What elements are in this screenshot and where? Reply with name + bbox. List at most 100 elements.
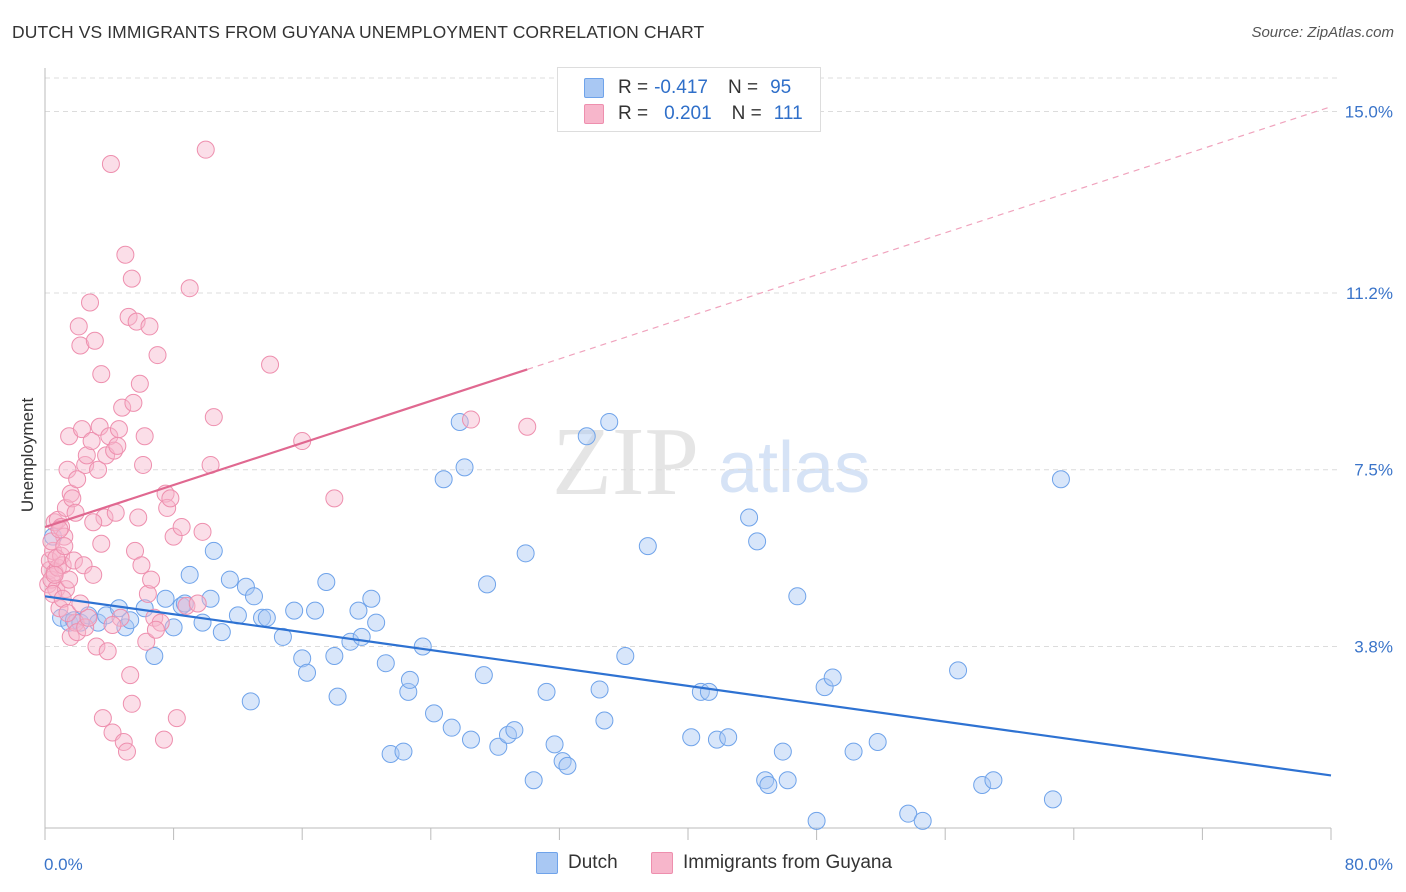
legend-r-label: R =: [618, 77, 649, 98]
data-point: [121, 666, 140, 685]
data-point: [167, 709, 186, 728]
data-point: [204, 541, 223, 560]
data-point: [212, 623, 231, 642]
correlation-legend: R = -0.417 N = 95 R = 0.201 N = 111: [557, 67, 821, 132]
data-point: [74, 556, 93, 575]
data-point: [461, 410, 480, 429]
series-guyana: [39, 140, 537, 761]
data-point: [1043, 790, 1062, 809]
watermark-atlas: atlas: [718, 428, 870, 508]
data-point: [413, 637, 432, 656]
tick-labels: 3.8% 7.5% 11.2% 15.0% 0.0% 80.0% Unemployment: [18, 102, 1393, 874]
y-tick-label: 7.5%: [1354, 461, 1393, 480]
data-point: [285, 601, 304, 620]
data-point: [425, 704, 444, 723]
data-point: [257, 608, 276, 627]
data-point: [196, 140, 215, 159]
bottom-legend-swatch-dutch: [536, 852, 558, 874]
data-point: [489, 737, 508, 756]
data-point: [325, 489, 344, 508]
data-point: [317, 572, 336, 591]
data-point: [130, 374, 149, 393]
data-point: [325, 647, 344, 666]
data-point: [577, 427, 596, 446]
legend-n-label: N =: [727, 77, 759, 98]
data-point: [103, 615, 122, 634]
data-point: [616, 647, 635, 666]
data-point: [146, 620, 165, 639]
data-point: [89, 460, 108, 479]
data-point: [50, 520, 69, 539]
data-point: [138, 584, 157, 603]
data-point: [434, 470, 453, 489]
data-point: [773, 742, 792, 761]
data-point: [92, 365, 111, 384]
data-point: [177, 596, 196, 615]
data-point: [156, 589, 175, 608]
data-point: [76, 618, 95, 637]
data-point: [244, 587, 263, 606]
data-point: [79, 608, 98, 627]
data-point: [180, 279, 199, 298]
data-point: [113, 398, 132, 417]
data-point: [455, 458, 474, 477]
bottom-legend-swatch-guyana: [651, 852, 673, 874]
data-point: [949, 661, 968, 680]
data-point: [188, 594, 207, 613]
data-point: [142, 570, 161, 589]
data-point: [778, 771, 797, 790]
data-point: [116, 245, 135, 264]
data-point: [117, 742, 136, 761]
data-point: [84, 565, 103, 584]
data-point: [122, 269, 141, 288]
data-point: [93, 709, 112, 728]
data-point: [293, 649, 312, 668]
legend-swatch-dutch: [584, 78, 604, 98]
data-point: [45, 565, 64, 584]
data-point: [92, 534, 111, 553]
data-point: [461, 730, 480, 749]
data-point: [68, 470, 87, 489]
data-point: [137, 632, 156, 651]
data-point: [55, 537, 74, 556]
data-point: [98, 642, 117, 661]
data-point: [69, 317, 88, 336]
bottom-legend-guyana[interactable]: Immigrants from Guyana: [651, 852, 892, 874]
data-point: [132, 556, 151, 575]
source-label: Source: ZipAtlas.com: [1251, 24, 1394, 41]
legend-swatch-guyana: [584, 104, 604, 124]
axes: [44, 68, 1332, 840]
data-point: [56, 498, 75, 517]
data-point: [306, 601, 325, 620]
data-point: [450, 412, 469, 431]
data-point: [328, 687, 347, 706]
data-point: [442, 718, 461, 737]
bottom-legend-label-guyana: Immigrants from Guyana: [683, 852, 893, 873]
data-point: [367, 613, 386, 632]
data-point: [63, 489, 82, 508]
watermark: ZIP atlas: [552, 408, 870, 516]
data-point: [400, 670, 419, 689]
data-point: [180, 565, 199, 584]
data-point: [298, 663, 317, 682]
data-point: [699, 682, 718, 701]
data-point: [77, 446, 96, 465]
bottom-legend-dutch[interactable]: Dutch: [536, 852, 618, 874]
data-point: [58, 460, 77, 479]
data-point: [868, 733, 887, 752]
data-point: [124, 393, 143, 412]
data-point: [172, 518, 191, 537]
data-point: [595, 711, 614, 730]
legend-n-value: 111: [773, 103, 803, 124]
y-tick-label: 11.2%: [1346, 284, 1393, 303]
data-point: [87, 637, 106, 656]
data-point: [82, 432, 101, 451]
data-point: [707, 730, 726, 749]
legend-n-value: 95: [770, 77, 792, 98]
data-point: [759, 776, 778, 795]
series-layer: [39, 106, 1332, 830]
data-point: [474, 666, 493, 685]
data-point: [984, 771, 1003, 790]
trend-line-guyana: [44, 368, 528, 529]
